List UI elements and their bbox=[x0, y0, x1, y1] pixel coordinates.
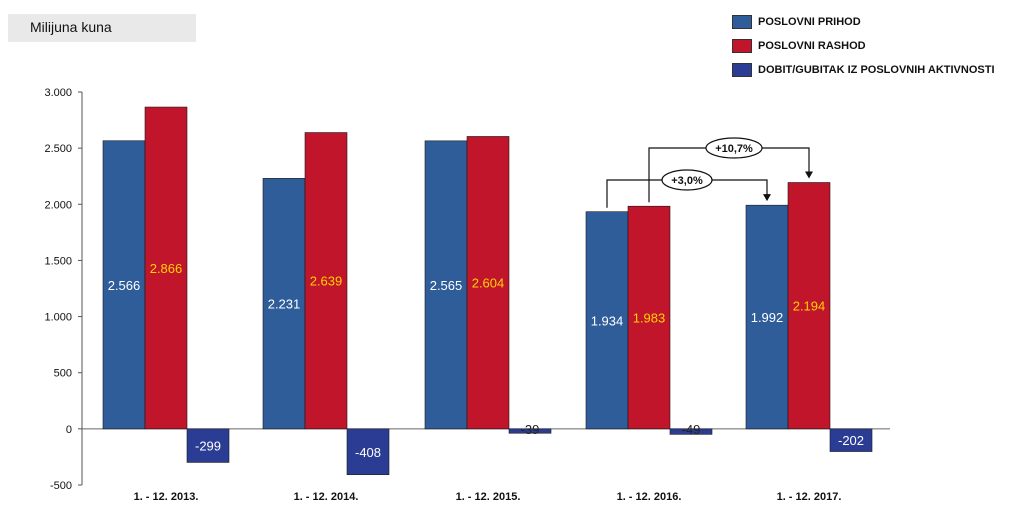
bar-dobit bbox=[829, 428, 873, 452]
bar-rashod bbox=[466, 136, 510, 430]
data-label: 2.194 bbox=[793, 299, 826, 314]
legend-item-prihod: POSLOVNI PRIHOD bbox=[732, 10, 995, 34]
data-label: 1.992 bbox=[751, 310, 784, 325]
growth-arrowhead bbox=[805, 171, 813, 179]
y-tick-label: 1.000 bbox=[44, 312, 72, 324]
bar-rashod bbox=[144, 106, 188, 430]
bar-dobit bbox=[669, 428, 713, 435]
unit-label: Milijuna kuna bbox=[30, 19, 112, 35]
data-label: 2.866 bbox=[150, 261, 183, 276]
legend-item-rashod: POSLOVNI RASHOD bbox=[732, 34, 995, 58]
bar-prihod bbox=[585, 211, 629, 430]
data-label: -202 bbox=[838, 433, 864, 448]
growth-label: +3,0% bbox=[671, 175, 703, 187]
category-label: 1. - 12. 2014. bbox=[294, 491, 359, 503]
legend-swatch-prihod bbox=[732, 15, 752, 29]
bar-dobit bbox=[508, 428, 552, 434]
data-label: 2.639 bbox=[310, 274, 343, 289]
y-tick-label: 2.500 bbox=[44, 143, 72, 155]
y-tick-label: 3.000 bbox=[44, 87, 72, 99]
legend-swatch-rashod bbox=[732, 39, 752, 53]
data-label: 2.566 bbox=[108, 278, 141, 293]
category-label: 1. - 12. 2016. bbox=[617, 491, 682, 503]
growth-badge bbox=[705, 137, 763, 159]
bar-rashod bbox=[304, 132, 348, 430]
legend-swatch-dobit bbox=[732, 63, 752, 77]
data-label: -299 bbox=[195, 439, 221, 454]
legend-label-prihod: POSLOVNI PRIHOD bbox=[758, 16, 861, 28]
bar-dobit bbox=[346, 428, 390, 475]
bar-prihod bbox=[424, 140, 468, 430]
bar-dobit bbox=[186, 428, 230, 463]
legend-label-dobit: DOBIT/GUBITAK IZ POSLOVNIH AKTIVNOSTI bbox=[758, 64, 995, 76]
data-label: -39 bbox=[521, 422, 540, 437]
y-tick-label: 1.500 bbox=[44, 255, 72, 267]
category-label: 1. - 12. 2015. bbox=[456, 491, 521, 503]
legend: POSLOVNI PRIHOD POSLOVNI RASHOD DOBIT/GU… bbox=[732, 10, 995, 82]
y-tick-label: 0 bbox=[66, 424, 72, 436]
legend-item-dobit: DOBIT/GUBITAK IZ POSLOVNIH AKTIVNOSTI bbox=[732, 58, 995, 82]
bar-rashod bbox=[787, 182, 831, 430]
bar-prihod bbox=[262, 178, 306, 430]
bar-prihod bbox=[102, 140, 146, 430]
data-label: 2.604 bbox=[472, 276, 505, 291]
bar-rashod bbox=[627, 205, 671, 430]
data-label: -408 bbox=[355, 445, 381, 460]
data-label: 1.934 bbox=[591, 313, 624, 328]
y-tick-label: 2.000 bbox=[44, 199, 72, 211]
bar-prihod bbox=[745, 204, 789, 430]
growth-badge bbox=[661, 169, 713, 191]
growth-arrowhead bbox=[763, 194, 771, 202]
data-label: 2.565 bbox=[430, 278, 463, 293]
unit-label-background bbox=[8, 14, 196, 42]
data-label: -49 bbox=[682, 422, 701, 437]
category-label: 1. - 12. 2017. bbox=[777, 491, 842, 503]
data-label: 2.231 bbox=[268, 297, 301, 312]
y-tick-label: -500 bbox=[50, 480, 72, 492]
category-label: 1. - 12. 2013. bbox=[134, 491, 199, 503]
legend-label-rashod: POSLOVNI RASHOD bbox=[758, 40, 866, 52]
growth-label: +10,7% bbox=[715, 143, 753, 155]
y-tick-label: 500 bbox=[54, 368, 72, 380]
data-label: 1.983 bbox=[633, 311, 666, 326]
